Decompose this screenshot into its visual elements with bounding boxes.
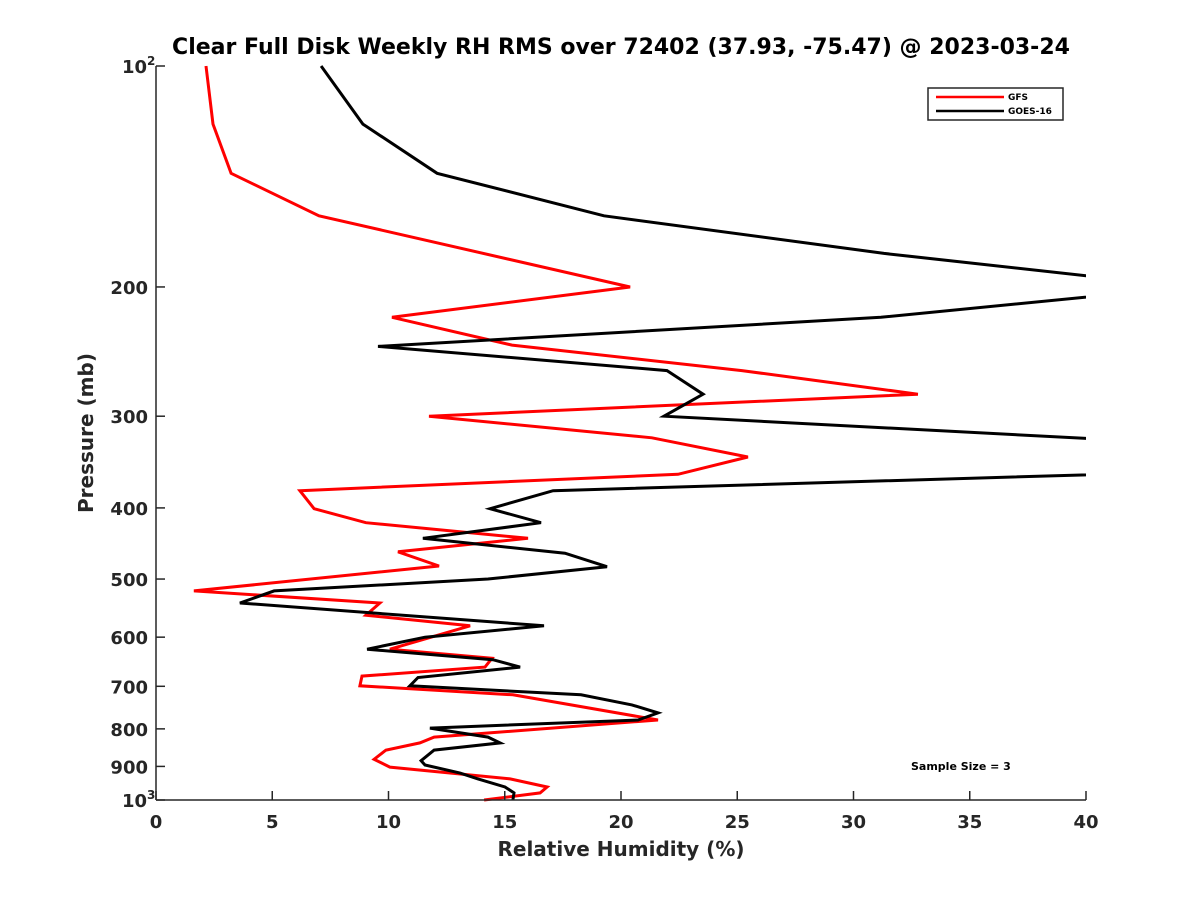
chart-title: Clear Full Disk Weekly RH RMS over 72402…	[172, 35, 1070, 60]
y-tick-label: 10	[122, 791, 147, 812]
y-tick-label: 700	[110, 677, 148, 698]
y-tick-label: 900	[110, 757, 148, 778]
y-tick-exponent: 2	[147, 54, 155, 68]
y-tick-label: 500	[110, 570, 148, 591]
y-tick-label: 600	[110, 628, 148, 649]
x-tick-label: 35	[957, 812, 982, 833]
series-layer	[193, 65, 1086, 802]
legend: GFS GOES-16	[927, 87, 1064, 121]
x-tick-label: 30	[841, 812, 866, 833]
y-axis-label: Pressure (mb)	[74, 353, 98, 513]
legend-box	[927, 87, 1064, 121]
y-tick-label: 400	[110, 499, 148, 520]
legend-label-gfs: GFS	[1008, 93, 1028, 103]
y-tick-label: 800	[110, 720, 148, 741]
y-tick-label: 10	[122, 57, 147, 78]
x-axis-label: Relative Humidity (%)	[497, 837, 744, 861]
x-tick-label: 0	[150, 812, 163, 833]
y-tick-label: 300	[110, 407, 148, 428]
series-line-gfs	[193, 65, 919, 802]
x-tick-label: 15	[492, 812, 517, 833]
x-tick-label: 25	[725, 812, 750, 833]
x-tick-label: 20	[608, 812, 633, 833]
x-tick-label: 10	[376, 812, 401, 833]
legend-label-goes16: GOES-16	[1008, 107, 1052, 117]
x-tick-label: 40	[1073, 812, 1098, 833]
sample-size-annotation: Sample Size = 3	[911, 760, 1011, 773]
x-tick-label: 5	[266, 812, 279, 833]
y-tick-exponent: 3	[147, 788, 155, 802]
series-line-goes16	[239, 65, 1086, 801]
y-tick-label: 200	[110, 278, 148, 299]
